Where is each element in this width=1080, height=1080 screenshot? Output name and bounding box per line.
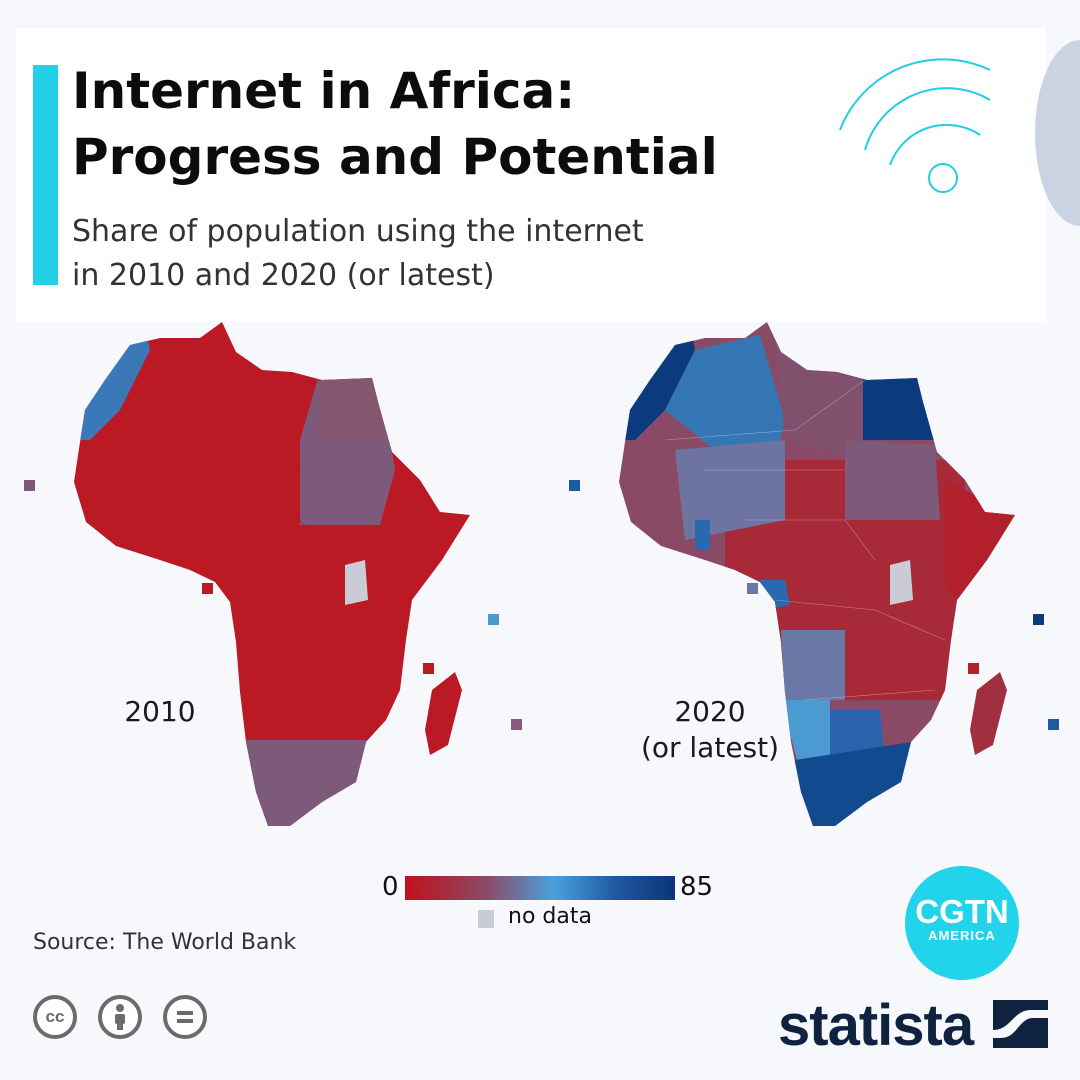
cc-text: cc (45, 1007, 65, 1026)
region-somalia-2020 (945, 480, 1015, 600)
africa-maps (24, 322, 1059, 826)
title-line-1: Internet in Africa: (72, 62, 576, 120)
island-mauritius-2010 (511, 719, 522, 730)
island-seychelles-2010 (488, 614, 499, 625)
subtitle: Share of population using the internet in… (72, 210, 644, 298)
cgtn-logo: CGTN AMERICA (905, 866, 1019, 980)
region-gabon-2020 (760, 580, 790, 610)
island-comoros-2010 (423, 663, 434, 674)
title-line-2: Progress and Potential (72, 128, 718, 186)
no-data-label: no data (508, 904, 592, 929)
map-label-2020: 2020 (or latest) (620, 694, 800, 766)
region-egypt-2020 (863, 378, 935, 440)
title-accent-bar (33, 65, 58, 285)
person-icon (115, 1004, 125, 1030)
region-madagascar-2020 (970, 672, 1007, 755)
island-capeverde-2010 (24, 480, 35, 491)
subtitle-line-2: in 2010 and 2020 (or latest) (72, 258, 495, 293)
no-data-swatch (478, 910, 494, 928)
cgtn-text: CGTN (915, 893, 1009, 930)
region-algeria-2020 (665, 335, 785, 460)
page-title: Internet in Africa: Progress and Potentia… (72, 58, 718, 190)
island-seychelles-2020 (1033, 614, 1044, 625)
equals-icon (177, 1011, 193, 1023)
legend-color-scale (405, 876, 675, 900)
attribution-icon[interactable] (98, 995, 142, 1039)
island-saotome-2010 (202, 583, 213, 594)
region-west-2020 (675, 440, 785, 540)
legend-max: 85 (680, 872, 714, 902)
region-south-africa-2010 (240, 740, 380, 826)
cgtn-sub: AMERICA (928, 928, 996, 943)
island-saotome-2020 (747, 583, 758, 594)
island-mauritius-2020 (1048, 719, 1059, 730)
region-egypt-2010 (318, 378, 390, 440)
year-2020: 2020 (674, 695, 746, 728)
year-2020-note: (or latest) (640, 731, 780, 764)
wifi-icon (839, 58, 991, 193)
legend-min: 0 (382, 872, 399, 902)
region-madagascar-2010 (425, 672, 462, 755)
cc-icon[interactable]: cc (33, 995, 77, 1039)
island-comoros-2020 (968, 663, 979, 674)
statista-logo: statista (778, 993, 974, 1058)
region-ghana-2020 (695, 520, 710, 550)
statista-mark-icon (993, 1000, 1048, 1048)
map-label-2010: 2010 (100, 694, 220, 730)
header-panel (16, 28, 1046, 322)
year-2010: 2010 (124, 695, 196, 728)
source-text: Source: The World Bank (33, 930, 297, 955)
map-2010 (24, 322, 522, 826)
region-uganda-nodata-2010 (345, 560, 368, 605)
subtitle-line-1: Share of population using the internet (72, 214, 644, 249)
region-uganda-nodata-2020 (890, 560, 913, 605)
region-angola-2020 (781, 630, 845, 700)
island-capeverde-2020 (569, 480, 580, 491)
no-derivatives-icon[interactable] (163, 995, 207, 1039)
region-sudan-2020 (845, 440, 940, 520)
